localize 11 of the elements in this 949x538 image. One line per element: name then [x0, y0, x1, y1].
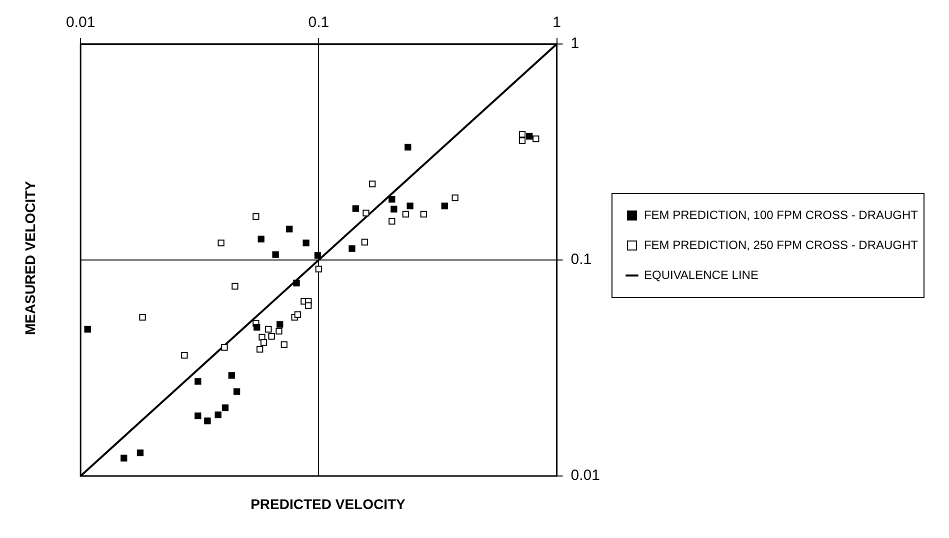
x-tick-label: 1 [552, 14, 561, 32]
x-axis-title: PREDICTED VELOCITY [250, 496, 406, 512]
x-tick-label: 0.01 [66, 14, 96, 32]
legend-label: EQUIVALENCE LINE [644, 268, 758, 282]
y-tick-label: 0.01 [570, 467, 600, 484]
legend-label: FEM PREDICTION, 250 FPM CROSS - DRAUGHT [644, 238, 919, 252]
legend-label: FEM PREDICTION, 100 FPM CROSS - DRAUGHT [644, 208, 919, 222]
y-tick-label: 1 [570, 35, 580, 52]
y-tick-label: 0.1 [570, 251, 592, 268]
y-axis-title: MEASURED VELOCITY [22, 180, 38, 336]
x-tick-label: 0.1 [308, 14, 330, 32]
